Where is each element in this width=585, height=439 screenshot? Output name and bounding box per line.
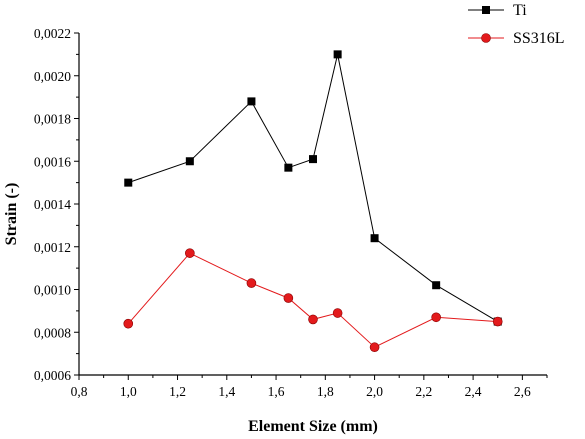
x-tick-label: 2,2 (415, 384, 432, 399)
data-point (185, 248, 195, 258)
data-point (369, 342, 380, 353)
y-tick-label: 0,0018 (34, 112, 71, 127)
x-tick-label: 1,8 (317, 384, 334, 399)
y-tick-label: 0,0006 (34, 368, 71, 383)
data-point (431, 312, 441, 323)
y-axis-title: Strain (-) (3, 183, 20, 246)
data-point (308, 314, 318, 325)
series-ti (124, 50, 502, 326)
data-series (123, 50, 503, 353)
data-point (284, 163, 293, 172)
legend-label: Ti (513, 2, 527, 19)
y-tick-label: 0,0016 (34, 154, 71, 169)
data-point (432, 281, 441, 290)
data-point (246, 278, 257, 288)
y-tick-label: 0,0012 (34, 240, 71, 255)
y-tick-label: 0,0014 (34, 197, 71, 212)
y-axis-ticks: 0,0006 0,0008 0,0010 0,0012 0,0014 0,0016 0,00… (34, 26, 79, 383)
legend-marker (481, 33, 491, 43)
data-point (492, 316, 503, 327)
x-axis-title: Element Size (mm) (248, 418, 378, 435)
data-point (370, 234, 379, 243)
data-point (333, 50, 342, 59)
y-tick-label: 0,0020 (34, 69, 71, 84)
y-tick-label: 0,0010 (34, 283, 71, 298)
x-tick-label: 0,8 (71, 384, 88, 399)
data-point (124, 178, 133, 187)
x-tick-label: 1,4 (218, 384, 235, 399)
data-point (309, 155, 317, 164)
series-ss316l (123, 248, 503, 353)
data-point (283, 293, 294, 303)
y-tick-label: 0,0022 (34, 26, 71, 41)
legend-label: SS316L (513, 30, 565, 47)
x-tick-label: 1,6 (268, 384, 285, 399)
series-line (128, 54, 498, 323)
x-tick-label: 2,4 (465, 384, 482, 399)
data-point (247, 97, 256, 106)
series-line (127, 252, 498, 348)
data-point (185, 157, 194, 166)
y-tick-label: 0,0008 (34, 325, 71, 340)
legend-item-ti: Ti (468, 2, 527, 19)
x-tick-label: 1,2 (169, 384, 186, 399)
x-tick-label: 1,0 (120, 384, 137, 399)
legend: Ti SS316L (468, 2, 565, 47)
legend-marker (482, 6, 490, 14)
x-tick-label: 2,6 (514, 384, 531, 399)
data-point (332, 308, 343, 318)
data-point (123, 318, 134, 329)
x-tick-label: 2,0 (366, 384, 383, 399)
x-axis-ticks: 0,8 1,0 1,2 1,4 1,6 1,8 2,0 2,2 2,4 2,6 (71, 375, 548, 399)
legend-item-ss316l: SS316L (468, 30, 565, 47)
